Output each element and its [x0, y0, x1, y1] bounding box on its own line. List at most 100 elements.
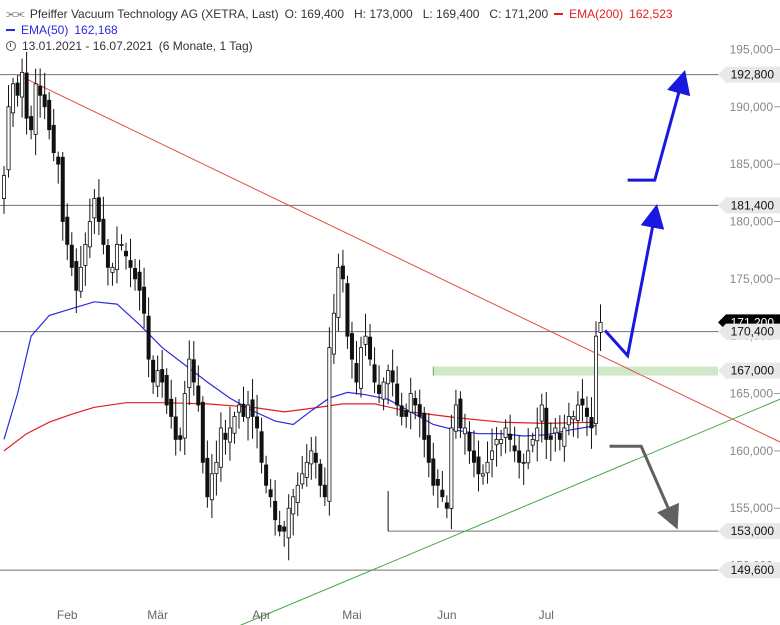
- candle-body: [83, 244, 88, 266]
- candle-body: [282, 526, 287, 532]
- y-axis-layer: 150,000155,000160,000165,000170,000175,0…: [730, 42, 780, 573]
- candle-body: [218, 427, 223, 468]
- candle-body: [368, 336, 373, 360]
- candle-body: [481, 473, 486, 477]
- clock-icon: [6, 41, 16, 51]
- candle-body: [345, 283, 350, 337]
- candle-body: [557, 432, 562, 440]
- x-tick-label: Mär: [147, 608, 168, 622]
- level-badge-2: [718, 323, 780, 340]
- candle-body: [105, 245, 110, 268]
- candle-body: [521, 461, 526, 464]
- ema200-swatch: [554, 13, 564, 15]
- instrument-name: Pfeiffer Vacuum Technology AG (XETRA, La…: [29, 7, 279, 21]
- candle-body: [471, 450, 476, 463]
- resistance-zone-layer: [432, 366, 718, 376]
- candle-body: [295, 484, 300, 503]
- candle-body: [575, 404, 580, 421]
- candle-body: [255, 416, 260, 429]
- candle-body: [399, 405, 404, 417]
- ohlc-bars-icon: ⫘⫘: [6, 8, 25, 20]
- legend-row-instrument: ⫘⫘ Pfeiffer Vacuum Technology AG (XETRA,…: [6, 6, 673, 22]
- y-tick-label: 195,000: [730, 42, 774, 56]
- candle-body: [517, 450, 522, 463]
- candle-body: [200, 401, 205, 463]
- level-badge-2-text: 170,400: [731, 325, 775, 339]
- chart-legend: ⫘⫘ Pfeiffer Vacuum Technology AG (XETRA,…: [6, 6, 673, 54]
- candle-body: [462, 427, 467, 435]
- candle-body: [372, 364, 377, 383]
- level-badge-4-text: 149,600: [731, 563, 775, 577]
- candle-body: [494, 439, 499, 446]
- candle-body: [426, 435, 431, 463]
- candle-body: [227, 427, 232, 443]
- candle-body: [119, 244, 124, 246]
- candle-body: [358, 347, 363, 389]
- candle-body: [11, 83, 16, 114]
- x-axis-layer: Feb Mär Apr Mai Jun Jul: [57, 608, 554, 622]
- projection-arrow-down: [609, 444, 679, 530]
- candle-body: [589, 416, 594, 429]
- candle-body: [598, 322, 603, 333]
- candle-body: [453, 404, 458, 432]
- zone-badge-text: 167,000: [731, 364, 775, 378]
- candle-body: [142, 286, 147, 314]
- candle-body: [133, 268, 138, 280]
- uptrend-line: [239, 398, 780, 625]
- candle-body: [408, 393, 413, 413]
- level-badge-1: [718, 197, 780, 214]
- candle-body: [327, 347, 332, 502]
- candle-body: [544, 407, 549, 440]
- candle-body: [187, 358, 192, 388]
- y-tick-label: 175,000: [730, 272, 774, 286]
- candle-body: [503, 427, 508, 438]
- candle-body: [114, 244, 119, 271]
- candle-body: [196, 385, 201, 406]
- candle-body: [291, 496, 296, 515]
- candle-body: [6, 106, 11, 171]
- ema50-label: EMA(50): [21, 23, 69, 37]
- candle-body: [273, 500, 278, 521]
- candle-body: [422, 412, 427, 440]
- candle-body: [268, 489, 273, 498]
- candle-body: [535, 427, 540, 442]
- candle-body: [29, 116, 34, 131]
- period-interval: (6 Monate, 1 Tag): [158, 39, 253, 53]
- projection-arrow-up-large: [627, 69, 691, 182]
- candle-body: [413, 398, 418, 406]
- level-badge-0: [718, 66, 780, 83]
- candle-body: [191, 359, 196, 383]
- candle-body: [404, 410, 409, 417]
- candle-body: [246, 404, 251, 419]
- ema50-line: [3, 301, 597, 440]
- candle-body: [553, 427, 558, 434]
- candle-body: [562, 427, 567, 447]
- candle-body: [313, 452, 318, 463]
- candle-body: [318, 463, 323, 486]
- candle-body: [87, 221, 92, 248]
- candle-body: [417, 404, 422, 417]
- candle-body: [300, 473, 305, 485]
- candle-body: [512, 445, 517, 452]
- candle-body: [182, 393, 187, 439]
- candle-body: [354, 363, 359, 383]
- projection-arrows-layer: [603, 69, 691, 530]
- x-tick-label: Feb: [57, 608, 78, 622]
- candle-body: [137, 271, 142, 291]
- candle-body: [232, 416, 237, 434]
- ema200-label: EMA(200): [569, 7, 624, 21]
- y-tick-label: 185,000: [730, 157, 774, 171]
- candle-body: [449, 427, 454, 509]
- candle-body: [431, 458, 436, 486]
- candle-body: [304, 461, 309, 478]
- candle-body: [15, 82, 20, 96]
- candle-body: [178, 435, 183, 440]
- candle-body: [571, 416, 576, 420]
- level-badge-3-text: 153,000: [731, 524, 775, 538]
- candles-layer: [2, 52, 603, 561]
- candle-body: [214, 461, 219, 475]
- candle-body: [395, 383, 400, 406]
- candle-body: [476, 456, 481, 475]
- candle-body: [490, 450, 495, 460]
